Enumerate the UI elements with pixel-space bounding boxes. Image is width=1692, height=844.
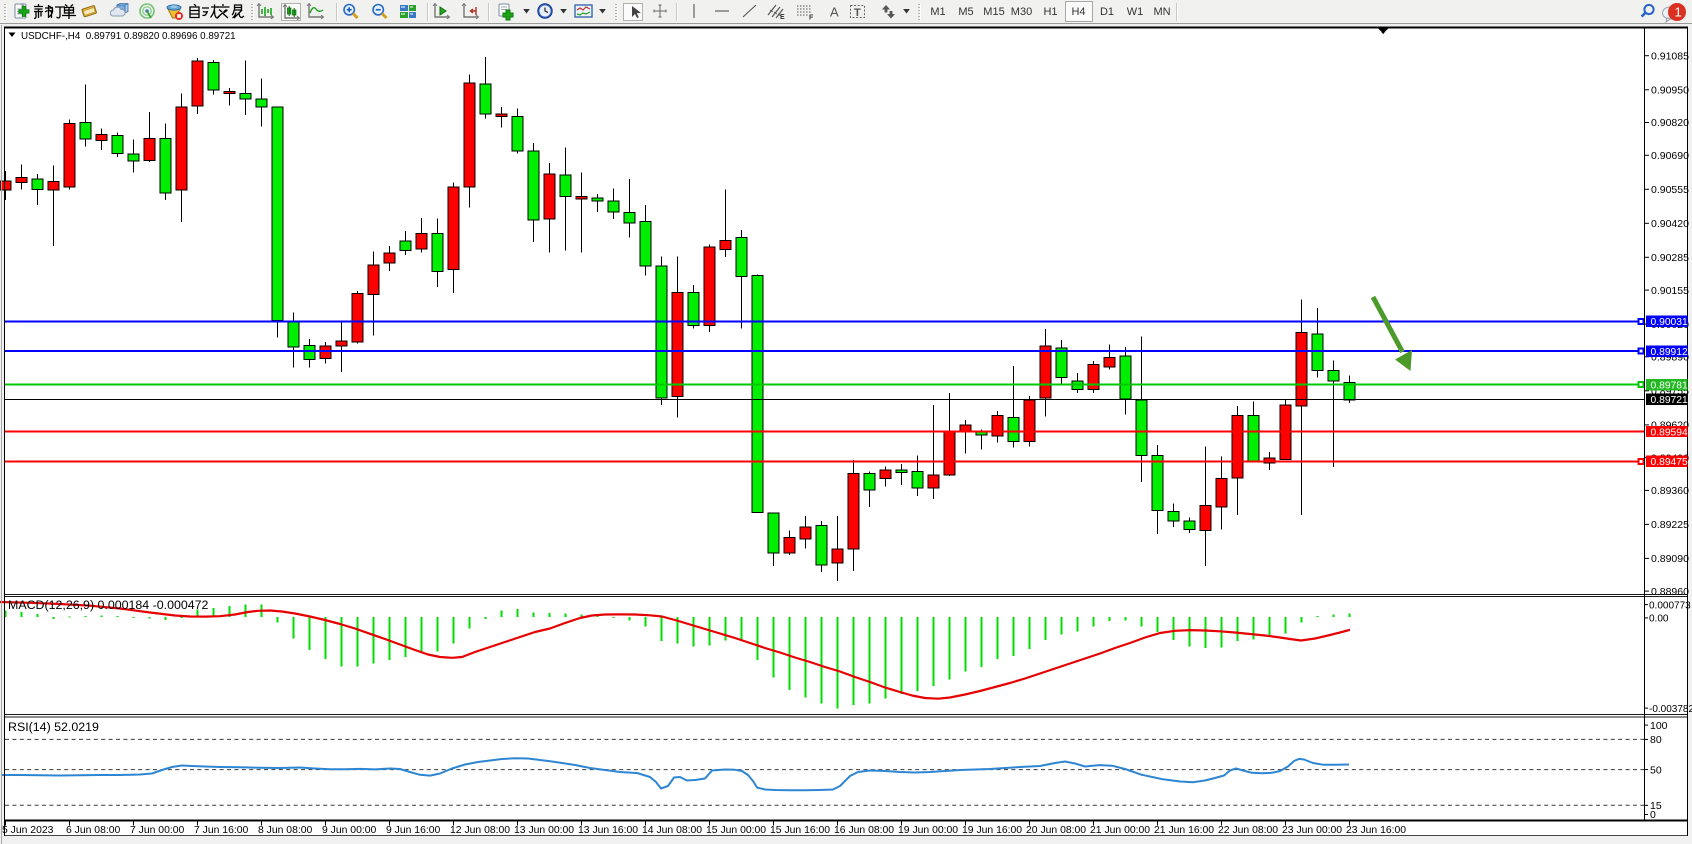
svg-text:A: A [830,5,839,20]
svg-text:6 Jun 08:00: 6 Jun 08:00 [66,825,121,836]
svg-text:0.000773: 0.000773 [1649,600,1691,611]
svg-text:0.90155: 0.90155 [1651,285,1689,297]
svg-text:16 Jun 08:00: 16 Jun 08:00 [834,825,894,836]
svg-text:14 Jun 08:00: 14 Jun 08:00 [642,825,702,836]
svg-text:0.91085: 0.91085 [1651,50,1689,62]
svg-text:0.90820: 0.90820 [1651,117,1689,129]
svg-text:9 Jun 16:00: 9 Jun 16:00 [386,825,441,836]
svg-text:0.00: 0.00 [1649,614,1669,625]
svg-text:0.90031: 0.90031 [1651,317,1688,328]
svg-text:E: E [780,14,785,21]
svg-text:MACD(12,26,9) 0.000184 -0.0004: MACD(12,26,9) 0.000184 -0.000472 [8,598,209,612]
svg-text:0.89594: 0.89594 [1651,427,1688,438]
svg-text:0.88960: 0.88960 [1651,586,1689,598]
svg-text:0.90420: 0.90420 [1651,218,1689,230]
svg-text:5 Jun 2023: 5 Jun 2023 [2,825,54,836]
svg-text:0.89475: 0.89475 [1651,457,1688,468]
svg-text:0.90555: 0.90555 [1651,184,1689,196]
svg-text:23 Jun 16:00: 23 Jun 16:00 [1346,825,1406,836]
svg-text:23 Jun 00:00: 23 Jun 00:00 [1282,825,1342,836]
svg-text:13 Jun 00:00: 13 Jun 00:00 [514,825,574,836]
svg-text:7 Jun 00:00: 7 Jun 00:00 [130,825,185,836]
svg-text:100: 100 [1650,720,1668,732]
svg-text:F: F [809,15,814,22]
svg-text:0.90285: 0.90285 [1651,252,1689,264]
svg-text:13 Jun 16:00: 13 Jun 16:00 [578,825,638,836]
svg-text:7 Jun 16:00: 7 Jun 16:00 [194,825,249,836]
svg-text:RSI(14) 52.0219: RSI(14) 52.0219 [8,720,99,734]
svg-text:50: 50 [1650,764,1662,776]
svg-text:15: 15 [1650,800,1662,812]
svg-text:22 Jun 08:00: 22 Jun 08:00 [1218,825,1278,836]
svg-text:T: T [854,7,861,19]
svg-text:19 Jun 16:00: 19 Jun 16:00 [962,825,1022,836]
svg-text:80: 80 [1650,734,1662,746]
svg-text:0.90950: 0.90950 [1651,85,1689,97]
svg-text:20 Jun 08:00: 20 Jun 08:00 [1026,825,1086,836]
svg-text:12 Jun 08:00: 12 Jun 08:00 [450,825,510,836]
svg-text:USDCHF-,H4 0.89791 0.89820 0.: USDCHF-,H4 0.89791 0.89820 0.89696 0.897… [21,31,236,42]
svg-text:0.89721: 0.89721 [1651,395,1688,406]
svg-text:9 Jun 00:00: 9 Jun 00:00 [322,825,377,836]
svg-text:0.89090: 0.89090 [1651,553,1689,565]
svg-text:0.89360: 0.89360 [1651,485,1689,497]
svg-text:0.89781: 0.89781 [1651,381,1688,392]
svg-text:8 Jun 08:00: 8 Jun 08:00 [258,825,313,836]
svg-text:0.90690: 0.90690 [1651,150,1689,162]
svg-text:15 Jun 00:00: 15 Jun 00:00 [706,825,766,836]
svg-text:0.89225: 0.89225 [1651,519,1689,531]
svg-text:15 Jun 16:00: 15 Jun 16:00 [770,825,830,836]
svg-text:0: 0 [1650,809,1656,821]
svg-text:19 Jun 00:00: 19 Jun 00:00 [898,825,958,836]
svg-text:21 Jun 00:00: 21 Jun 00:00 [1090,825,1150,836]
svg-text:-0.003782: -0.003782 [1649,704,1692,715]
svg-text:21 Jun 16:00: 21 Jun 16:00 [1154,825,1214,836]
svg-text:1: 1 [1675,5,1682,20]
svg-text:0.89912: 0.89912 [1651,347,1688,358]
